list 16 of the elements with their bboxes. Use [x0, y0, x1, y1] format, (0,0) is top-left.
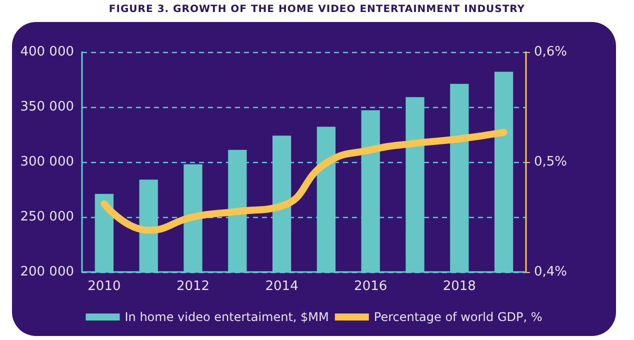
y2-tick-label: 0,6%	[534, 44, 568, 60]
legend-label: Percentage of world GDP, %	[374, 310, 542, 324]
y-tick-label: 350 000	[20, 100, 74, 114]
y2-tick-label: 0,5%	[534, 154, 568, 170]
x-tick-label: 2012	[176, 279, 210, 294]
x-tick-label: 2018	[442, 279, 476, 294]
x-tick-label: 2016	[354, 279, 388, 294]
x-tick-label: 2014	[265, 279, 298, 294]
y-tick-label: 200 000	[20, 264, 74, 280]
x-tick-label: 2010	[88, 279, 121, 294]
y-tick-label: 250 000	[20, 210, 74, 224]
y2-tick-label: 0,4%	[534, 264, 568, 280]
chart-title: FIGURE 3. GROWTH OF THE HOME VIDEO ENTERTAINMENT INDUSTRY	[108, 4, 526, 15]
legend-label: In home video entertaiment, $MM	[124, 310, 329, 324]
y-tick-label: 400 000	[20, 44, 74, 60]
y-tick-label: 300 000	[20, 154, 74, 170]
